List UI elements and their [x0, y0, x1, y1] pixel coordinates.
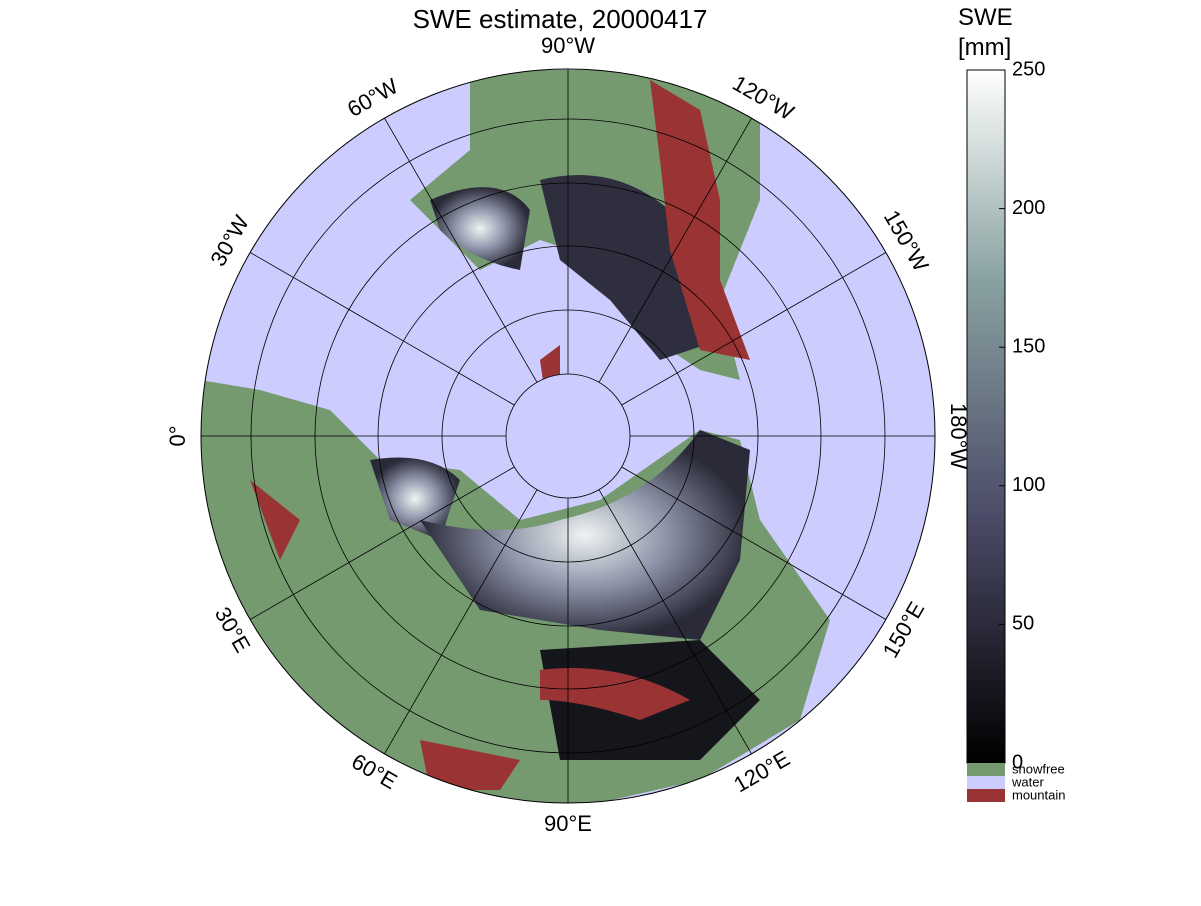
legend-swatch	[967, 776, 1005, 789]
colorbar-tick-label: 50	[1012, 613, 1034, 635]
legend-swatch	[967, 789, 1005, 802]
colorbar-tick-label: 150	[1012, 335, 1045, 357]
meridian	[384, 117, 538, 383]
colorbar-tick-label: 0	[1012, 751, 1023, 773]
colorbar-label: SWE	[958, 4, 1013, 31]
meridian	[621, 252, 887, 406]
snow-scandinavia	[370, 457, 460, 540]
arctic	[506, 374, 630, 498]
snow-canada-east	[430, 187, 530, 270]
map-border	[200, 68, 936, 804]
meridian	[621, 466, 887, 620]
meridian	[249, 466, 515, 620]
colorbar-ticks: 0 50 100 150 200 250	[999, 58, 1045, 773]
legend-swatch	[967, 763, 1005, 776]
meridian	[598, 117, 752, 383]
colorbar-tick-label: 250	[1012, 58, 1045, 80]
map	[201, 69, 935, 803]
meridian	[249, 252, 515, 406]
longitude-label: 90°E	[544, 811, 592, 836]
mountain-other	[250, 345, 690, 790]
legend-label: water	[1011, 774, 1044, 789]
legend-label: mountain	[1012, 787, 1065, 802]
colorbar	[966, 69, 1006, 764]
meridian	[384, 489, 538, 755]
longitude-label: 90°W	[541, 33, 595, 58]
colorbar-tick-label: 100	[1012, 474, 1045, 496]
colorbar-tick-label: 200	[1012, 197, 1045, 219]
colorbar-unit: [mm]	[958, 34, 1011, 61]
map-title: SWE estimate, 20000417	[413, 4, 708, 34]
meridians	[201, 69, 935, 803]
longitude-label: 0°	[165, 425, 190, 446]
meridian	[598, 489, 752, 755]
legend-label: snowfree	[1012, 761, 1065, 776]
snow-russia	[420, 430, 750, 640]
